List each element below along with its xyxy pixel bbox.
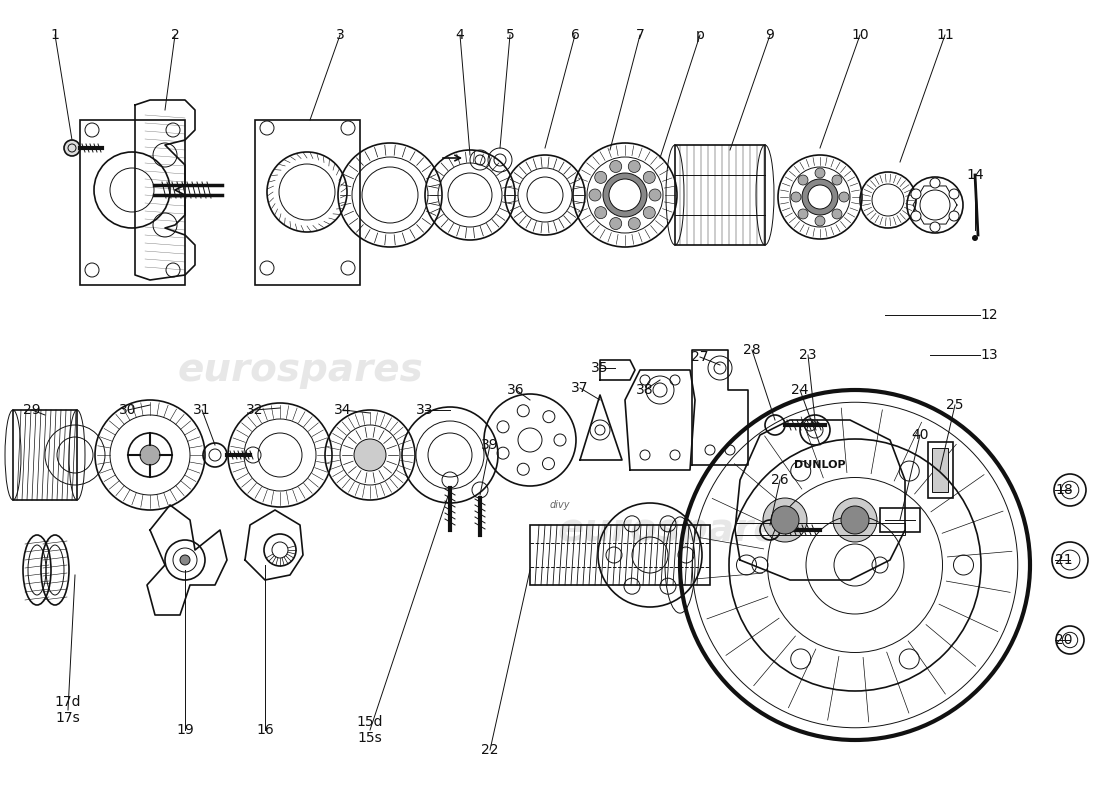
Text: 23: 23 — [800, 348, 816, 362]
Text: 29: 29 — [23, 403, 41, 417]
Text: 1: 1 — [51, 28, 59, 42]
Bar — [928, 442, 953, 498]
Text: 17d
17s: 17d 17s — [55, 695, 81, 725]
Text: p: p — [695, 28, 704, 42]
Circle shape — [791, 192, 801, 202]
Text: 35: 35 — [592, 361, 608, 375]
Circle shape — [180, 555, 190, 565]
Circle shape — [609, 179, 641, 211]
Circle shape — [832, 175, 842, 185]
Text: 37: 37 — [571, 381, 588, 395]
Bar — [675, 145, 764, 245]
Circle shape — [609, 218, 622, 230]
Text: DUNLOP: DUNLOP — [794, 460, 846, 470]
Text: divy: divy — [550, 500, 570, 510]
Text: 7: 7 — [636, 28, 645, 42]
Circle shape — [64, 140, 80, 156]
Text: 2: 2 — [170, 28, 179, 42]
Circle shape — [588, 189, 601, 201]
Circle shape — [628, 161, 640, 173]
Circle shape — [609, 161, 622, 173]
Text: 19: 19 — [176, 723, 194, 737]
Text: 39: 39 — [481, 438, 498, 452]
Text: 28: 28 — [744, 343, 761, 357]
Text: 24: 24 — [791, 383, 808, 397]
Text: 40: 40 — [911, 428, 928, 442]
Bar — [255, 120, 360, 285]
Circle shape — [930, 178, 940, 188]
Circle shape — [644, 206, 656, 218]
Circle shape — [802, 179, 838, 215]
Text: 14: 14 — [966, 168, 983, 182]
Bar — [13, 410, 77, 500]
Circle shape — [815, 168, 825, 178]
Text: 32: 32 — [246, 403, 264, 417]
Circle shape — [798, 175, 808, 185]
Text: eurospares: eurospares — [177, 351, 422, 389]
Circle shape — [771, 506, 799, 534]
Text: 25: 25 — [946, 398, 964, 412]
Text: 16: 16 — [256, 723, 274, 737]
Text: 22: 22 — [482, 743, 498, 757]
Circle shape — [949, 189, 959, 199]
Circle shape — [354, 439, 386, 471]
Circle shape — [833, 498, 877, 542]
Circle shape — [595, 171, 607, 183]
Text: eurospares: eurospares — [557, 511, 803, 549]
Circle shape — [644, 171, 656, 183]
Text: 5: 5 — [506, 28, 515, 42]
Text: 6: 6 — [571, 28, 580, 42]
Circle shape — [603, 173, 647, 217]
Circle shape — [842, 506, 869, 534]
Text: 12: 12 — [980, 308, 998, 322]
Circle shape — [140, 445, 159, 465]
Text: 33: 33 — [416, 403, 433, 417]
Text: 3: 3 — [336, 28, 344, 42]
Circle shape — [595, 206, 607, 218]
Circle shape — [798, 209, 808, 219]
Text: 21: 21 — [1055, 553, 1072, 567]
Text: 36: 36 — [507, 383, 525, 397]
Text: 11: 11 — [936, 28, 954, 42]
Circle shape — [930, 222, 940, 232]
Circle shape — [649, 189, 661, 201]
Circle shape — [911, 211, 921, 221]
Circle shape — [808, 185, 832, 209]
Bar — [932, 448, 948, 492]
Circle shape — [832, 209, 842, 219]
Text: 27: 27 — [691, 350, 708, 364]
Text: 31: 31 — [194, 403, 211, 417]
Circle shape — [949, 211, 959, 221]
Text: 15d
15s: 15d 15s — [356, 715, 383, 745]
Text: 13: 13 — [980, 348, 998, 362]
Text: 4: 4 — [455, 28, 464, 42]
Circle shape — [972, 235, 978, 241]
Circle shape — [911, 189, 921, 199]
Bar — [530, 525, 710, 585]
Text: 18: 18 — [1055, 483, 1072, 497]
Circle shape — [839, 192, 849, 202]
Text: 10: 10 — [851, 28, 869, 42]
Bar — [880, 508, 920, 532]
Text: 38: 38 — [636, 383, 653, 397]
Bar — [735, 523, 905, 535]
Circle shape — [763, 498, 807, 542]
Circle shape — [815, 216, 825, 226]
Bar — [80, 120, 185, 285]
Text: 20: 20 — [1055, 633, 1072, 647]
Text: 26: 26 — [771, 473, 789, 487]
Circle shape — [628, 218, 640, 230]
Text: 9: 9 — [766, 28, 774, 42]
Text: 30: 30 — [119, 403, 136, 417]
Text: 34: 34 — [334, 403, 352, 417]
